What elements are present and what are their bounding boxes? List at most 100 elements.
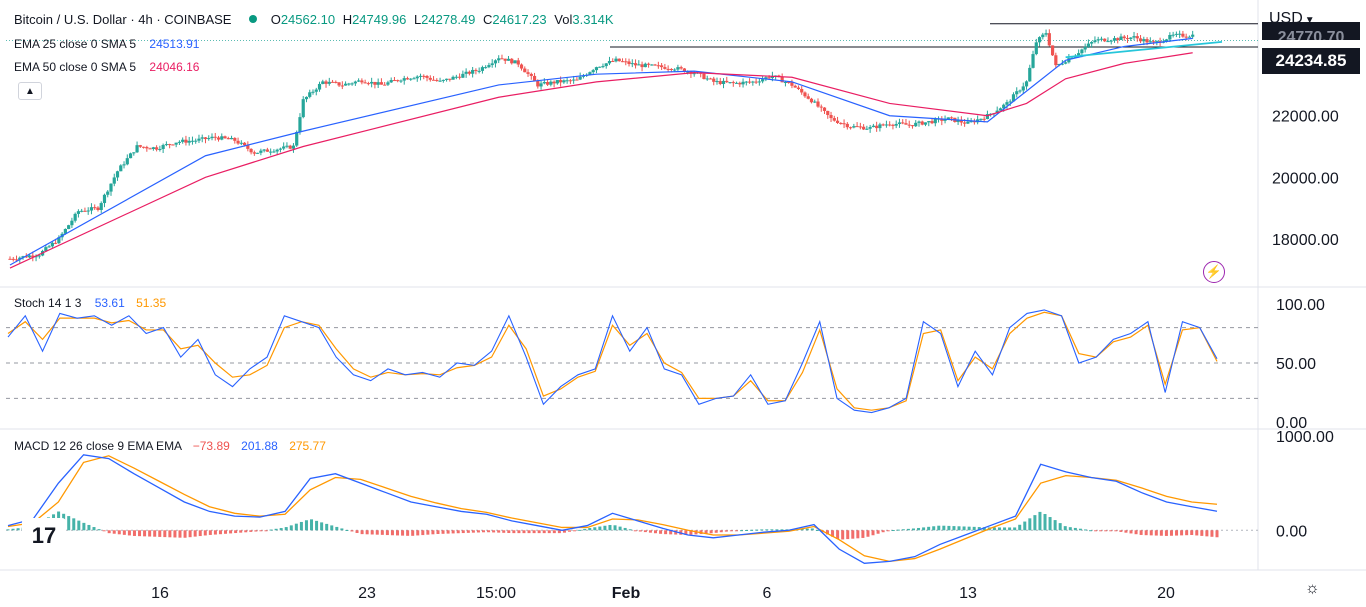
macd-histogram-bar	[269, 529, 273, 531]
candle-body	[796, 87, 801, 89]
candle-body	[920, 121, 924, 125]
macd-histogram-bar	[365, 530, 369, 535]
gear-icon[interactable]: ☼	[1305, 580, 1320, 597]
candle-body	[399, 80, 403, 82]
macd-histogram-bar	[927, 526, 931, 531]
macd-histogram-bar	[112, 530, 116, 534]
macd-histogram-bar	[841, 530, 845, 540]
candle-body	[418, 75, 423, 77]
candle-body	[1109, 40, 1113, 42]
candle-body	[353, 81, 357, 84]
candle-body	[477, 70, 481, 72]
macd-histogram-bar	[92, 527, 96, 531]
tradingview-logo[interactable]: 17	[22, 518, 66, 554]
macd-line-value: 201.88	[241, 439, 278, 453]
macd-histogram-bar	[755, 529, 759, 531]
macd-histogram-bar	[982, 527, 986, 531]
candle-body	[262, 149, 266, 151]
macd-histogram-bar	[527, 530, 531, 534]
collapse-legend-button[interactable]: ▲	[18, 82, 42, 100]
candle-body	[93, 207, 97, 209]
macd-histogram-bar	[997, 527, 1001, 531]
candle-body	[907, 124, 911, 126]
macd-legend[interactable]: MACD 12 26 close 9 EMA EMA −73.89 201.88…	[14, 439, 326, 453]
candle-body	[500, 58, 504, 60]
candle-body	[1054, 55, 1058, 66]
candle-body	[575, 79, 579, 81]
ohlc-low: 24278.49	[421, 12, 476, 27]
macd-histogram-bar	[502, 530, 506, 533]
candle-body	[956, 120, 960, 122]
candle-body	[200, 137, 204, 139]
candle-body	[829, 115, 833, 119]
candle-body	[927, 121, 931, 123]
macd-histogram-bar	[193, 530, 197, 537]
macd-histogram-bar	[1033, 515, 1037, 531]
candle-body	[630, 63, 634, 65]
candle-body	[474, 69, 478, 71]
candle-body	[1191, 34, 1195, 37]
macd-histogram-bar	[153, 530, 157, 537]
macd-histogram-bar	[1124, 530, 1128, 533]
candle-body	[102, 194, 107, 204]
stoch-legend[interactable]: Stoch 14 1 3 53.61 51.35	[14, 296, 166, 310]
macd-histogram-bar	[962, 526, 966, 531]
macd-line	[7, 454, 1218, 564]
candle-body	[24, 256, 28, 258]
candle-body	[493, 60, 498, 64]
macd-histogram-bar	[67, 516, 71, 531]
macd-histogram-bar	[881, 530, 885, 533]
candle-body	[738, 82, 742, 85]
macd-histogram-bar	[1023, 521, 1027, 531]
ohlc-high: 24749.96	[352, 12, 407, 27]
candle-body	[1168, 35, 1172, 40]
candle-body	[982, 118, 986, 120]
candle-body	[1165, 39, 1169, 42]
candle-body	[1028, 67, 1032, 82]
candle-body	[109, 183, 113, 192]
macd-histogram-bar	[815, 529, 819, 531]
candle-body	[1125, 38, 1130, 40]
candle-body	[422, 75, 426, 77]
candle-body	[203, 137, 208, 140]
candle-body	[86, 210, 90, 212]
candle-body	[1037, 37, 1042, 43]
candle-body	[637, 64, 641, 66]
macd-signal-line	[7, 455, 1218, 563]
candle-body	[875, 125, 879, 129]
macd-histogram-bar	[1180, 530, 1184, 536]
candle-body	[389, 80, 393, 83]
macd-histogram-bar	[598, 526, 602, 531]
candle-body	[207, 138, 211, 140]
ema50-legend[interactable]: EMA 50 close 0 SMA 5 24046.16	[14, 60, 199, 74]
candle-body	[321, 81, 325, 84]
candle-body	[370, 81, 374, 84]
candle-body	[1155, 41, 1159, 43]
candle-body	[288, 145, 292, 149]
macd-histogram-bar	[1089, 530, 1093, 532]
candle-body	[679, 67, 683, 69]
candle-body	[106, 191, 110, 195]
candle-body	[282, 146, 286, 149]
candle-body	[513, 60, 517, 64]
candle-body	[1112, 38, 1117, 41]
macd-histogram-bar	[102, 530, 106, 532]
lightning-icon[interactable]: ⚡	[1203, 261, 1225, 283]
candle-body	[1064, 62, 1068, 64]
candle-body	[249, 148, 253, 153]
candle-body	[122, 164, 126, 166]
ohlc-open: 24562.10	[280, 12, 336, 27]
candle-body	[555, 80, 559, 84]
macd-histogram-bar	[436, 530, 440, 534]
candle-body	[529, 73, 533, 76]
candle-body	[764, 77, 768, 80]
macd-histogram-bar	[310, 519, 314, 531]
ema25-legend[interactable]: EMA 25 close 0 SMA 5 24513.91	[14, 37, 199, 51]
candle-body	[519, 64, 524, 69]
candle-body	[963, 122, 967, 124]
candle-body	[357, 80, 361, 82]
candle-body	[643, 63, 647, 68]
candle-body	[790, 82, 794, 86]
